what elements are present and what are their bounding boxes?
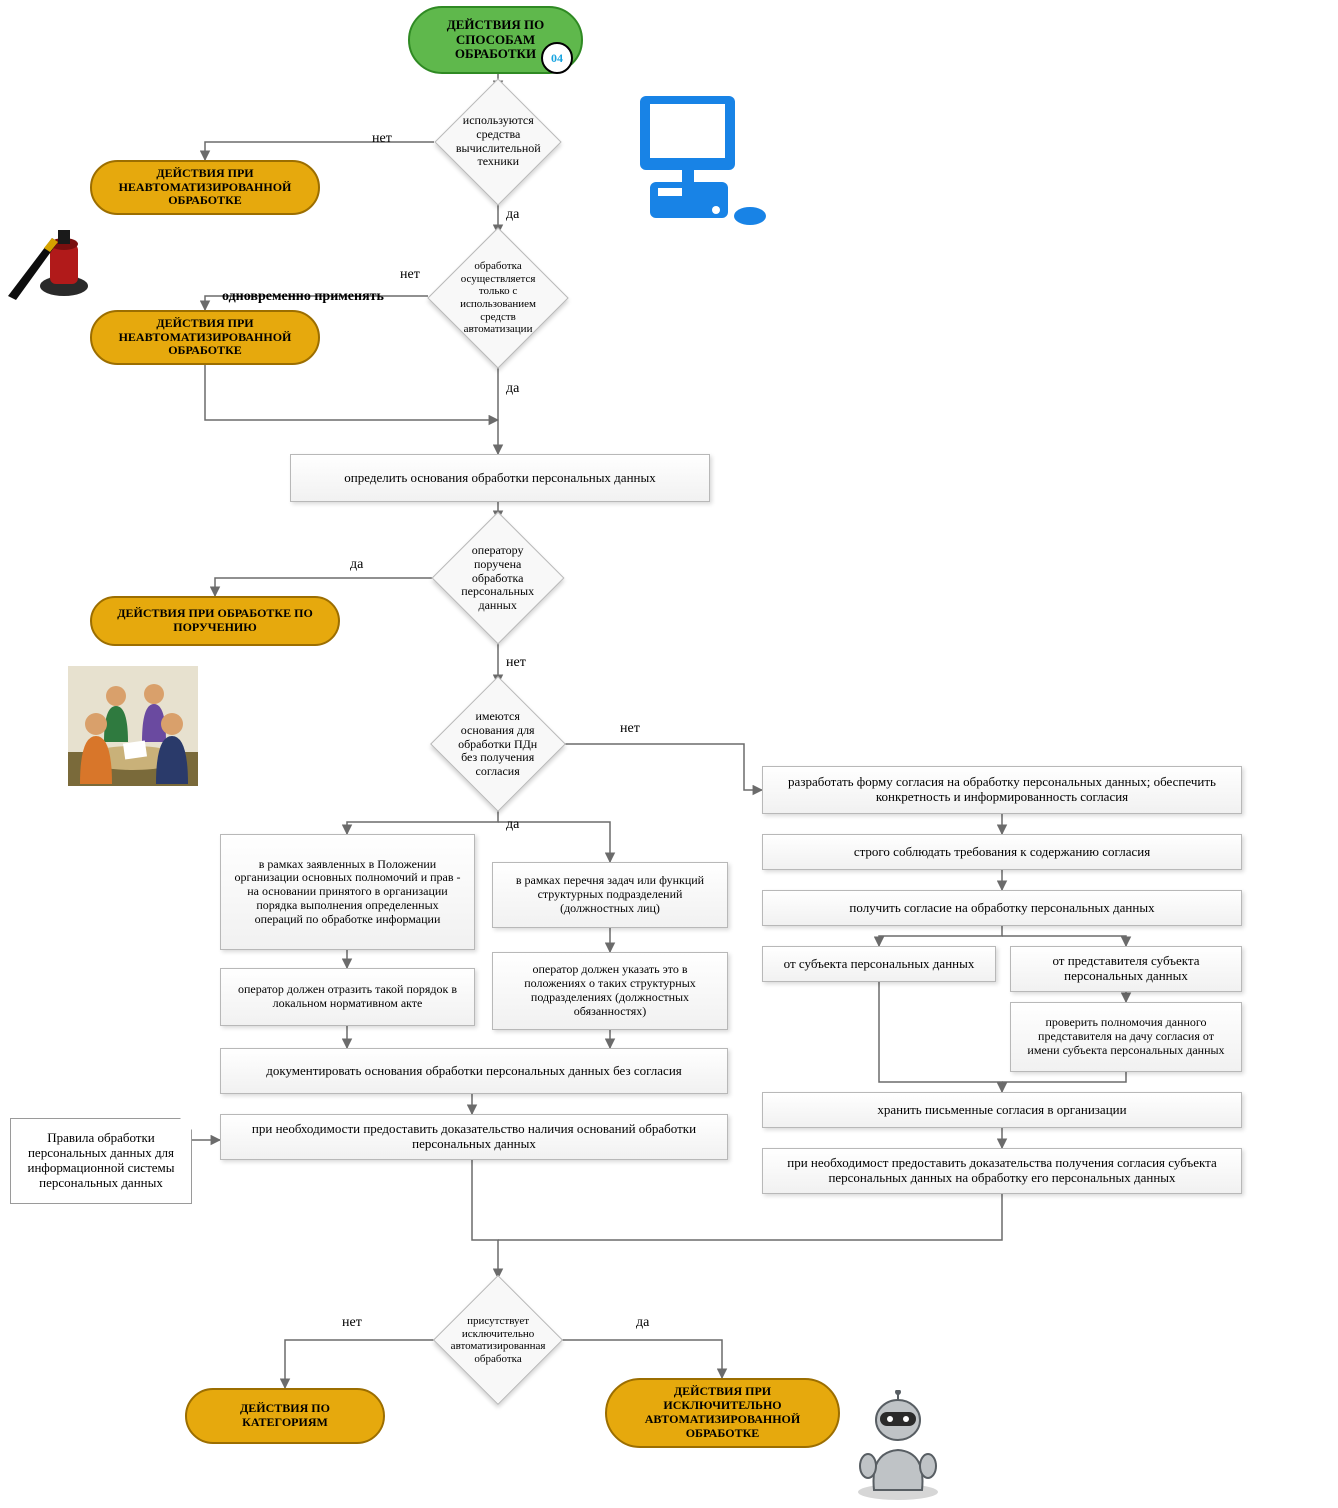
decision-label: имеются основания для обработки ПДн без … xyxy=(451,710,545,779)
edge-label-l_d5_no: нет xyxy=(342,1316,362,1330)
process-label: определить основания обработки персональ… xyxy=(344,471,655,486)
terminator-t_delegation[interactable]: ДЕЙСТВИЯ ПРИ ОБРАБОТКЕ ПО ПОРУЧЕНИЮ xyxy=(90,596,340,646)
process-label: в рамках перечня задач или функций струк… xyxy=(503,874,717,915)
edge-label-l_d4_no: нет xyxy=(620,722,640,736)
process-p_check_rep: проверить полномочия данного представите… xyxy=(1010,1002,1242,1072)
edge-e_r3_split2 xyxy=(1002,936,1126,946)
process-p_strict: строго соблюдать требования к содержанию… xyxy=(762,834,1242,870)
terminator-t_nonauto_1[interactable]: ДЕЙСТВИЯ ПРИ НЕАВТОМАТИЗИРОВАННОЙ ОБРАБО… xyxy=(90,160,320,215)
edge-label-l_d1_yes: да xyxy=(506,208,519,222)
decision-label: присутствует исключительно автоматизиров… xyxy=(451,1315,546,1366)
process-p_left_b: оператор должен отразить такой порядок в… xyxy=(220,968,475,1026)
process-label: разработать форму согласия на обработку … xyxy=(773,775,1231,805)
decision-d3: оператору поручена обработка персональны… xyxy=(432,512,565,645)
edge-e_pr_merge xyxy=(498,1194,1002,1240)
edge-e_d4_no xyxy=(560,744,762,790)
process-p_center_b: оператор должен указать это в положениях… xyxy=(492,952,728,1030)
edge-e_d5_yes xyxy=(560,1340,722,1378)
process-label: строго соблюдать требования к содержанию… xyxy=(854,845,1150,860)
process-p_basis: определить основания обработки персональ… xyxy=(290,454,710,502)
terminator-label: ДЕЙСТВИЯ ПРИ НЕАВТОМАТИЗИРОВАННОЙ ОБРАБО… xyxy=(102,317,308,358)
process-label: от субъекта персональных данных xyxy=(784,957,975,972)
edge-e_d2_merge xyxy=(205,365,498,420)
note-label: Правила обработки персональных данных дл… xyxy=(21,1131,181,1191)
edge-e_chk_store xyxy=(1002,1072,1126,1082)
edge-label-l_d3_yes: да xyxy=(350,558,363,572)
edge-label-l_d1_no: нет xyxy=(372,132,392,146)
terminator-t_exclusive_auto[interactable]: ДЕЙСТВИЯ ПРИ ИСКЛЮЧИТЕЛЬНО АВТОМАТИЗИРОВ… xyxy=(605,1378,840,1448)
decision-d1: используются средства вычислительной тех… xyxy=(434,78,561,205)
badge-label: 04 xyxy=(551,51,563,66)
process-label: при необходимост предоставить доказатель… xyxy=(773,1156,1231,1186)
edge-e_r3_split xyxy=(879,926,1002,946)
decision-label: используются средства вычислительной тех… xyxy=(454,114,542,169)
process-label: от представителя субъекта персональных д… xyxy=(1021,954,1231,984)
edge-label-l_d3_no: нет xyxy=(506,656,526,670)
edge-label-l_d2_mid: одновременно применять xyxy=(222,290,384,304)
edge-e_subj_store xyxy=(879,982,1002,1092)
terminator-label: ДЕЙСТВИЯ ПРИ ОБРАБОТКЕ ПО ПОРУЧЕНИЮ xyxy=(102,607,328,635)
process-p_prove_left: при необходимости предоставить доказател… xyxy=(220,1114,728,1160)
edge-e_d3_yes xyxy=(215,578,432,596)
terminator-label: ДЕЙСТВИЯ ПО КАТЕГОРИЯМ xyxy=(197,1402,373,1430)
edge-label-l_d5_yes: да xyxy=(636,1316,649,1330)
process-label: документировать основания обработки перс… xyxy=(266,1064,682,1079)
process-label: оператор должен указать это в положениях… xyxy=(503,963,717,1018)
edge-label-l_d2_yes: да xyxy=(506,382,519,396)
edge-e_d1_no xyxy=(205,142,434,160)
terminator-t_categories[interactable]: ДЕЙСТВИЯ ПО КАТЕГОРИЯМ xyxy=(185,1388,385,1444)
edge-e_d5_no xyxy=(285,1340,436,1388)
decision-label: оператору поручена обработка персональны… xyxy=(452,544,544,613)
process-p_doc_basis: документировать основания обработки перс… xyxy=(220,1048,728,1094)
edge-label-l_d2_no: нет xyxy=(400,268,420,282)
decision-d2: обработка осуществляется только с исполь… xyxy=(427,227,568,368)
terminator-t_nonauto_2[interactable]: ДЕЙСТВИЯ ПРИ НЕАВТОМАТИЗИРОВАННОЙ ОБРАБО… xyxy=(90,310,320,365)
process-p_prove_right: при необходимост предоставить доказатель… xyxy=(762,1148,1242,1194)
process-p_store: хранить письменные согласия в организаци… xyxy=(762,1092,1242,1128)
decision-label: обработка осуществляется только с исполь… xyxy=(449,260,547,336)
process-label: при необходимости предоставить доказател… xyxy=(231,1122,717,1152)
process-label: получить согласие на обработку персональ… xyxy=(849,901,1154,916)
process-p_from_subject: от субъекта персональных данных xyxy=(762,946,996,982)
process-label: оператор должен отразить такой порядок в… xyxy=(231,983,464,1011)
process-label: проверить полномочия данного представите… xyxy=(1021,1016,1231,1057)
terminator-label: ДЕЙСТВИЯ ПРИ НЕАВТОМАТИЗИРОВАННОЙ ОБРАБО… xyxy=(102,167,308,208)
edge-label-l_d4_yes: да xyxy=(506,818,519,832)
process-label: хранить письменные согласия в организаци… xyxy=(877,1103,1126,1118)
decision-d5: присутствует исключительно автоматизиров… xyxy=(433,1275,563,1405)
edge-e_prove_d5 xyxy=(472,1160,498,1278)
process-p_left_a: в рамках заявленных в Положении организа… xyxy=(220,834,475,950)
note-note_rules: Правила обработки персональных данных дл… xyxy=(10,1118,192,1204)
process-p_from_rep: от представителя субъекта персональных д… xyxy=(1010,946,1242,992)
process-label: в рамках заявленных в Положении организа… xyxy=(231,858,464,927)
robot-icon xyxy=(850,1390,946,1500)
process-p_get_consent: получить согласие на обработку персональ… xyxy=(762,890,1242,926)
computer-icon xyxy=(620,88,770,228)
ink-pen-icon xyxy=(4,224,98,302)
process-p_form_consent: разработать форму согласия на обработку … xyxy=(762,766,1242,814)
edge-e_d4_yes xyxy=(347,808,498,834)
badge-badge04: 04 xyxy=(541,42,573,74)
decision-d4: имеются основания для обработки ПДн без … xyxy=(430,676,566,812)
terminator-label: ДЕЙСТВИЯ ПРИ ИСКЛЮЧИТЕЛЬНО АВТОМАТИЗИРОВ… xyxy=(617,1385,828,1440)
process-p_center_a: в рамках перечня задач или функций струк… xyxy=(492,862,728,928)
meeting-icon xyxy=(68,666,198,786)
